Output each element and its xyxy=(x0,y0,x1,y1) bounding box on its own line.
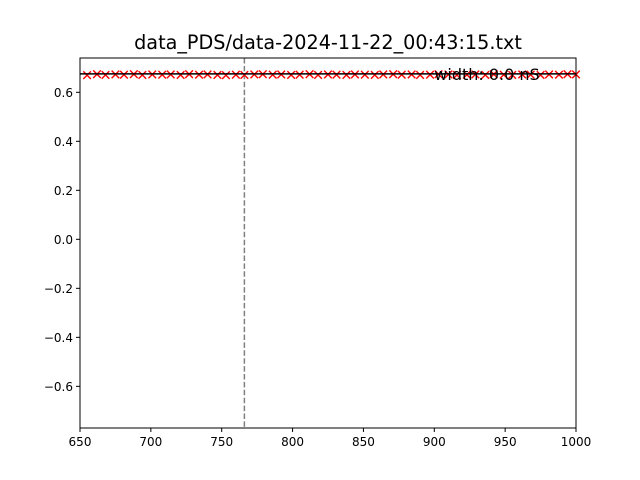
data-point xyxy=(286,70,296,80)
y-tick-label: 0.6 xyxy=(54,86,73,100)
data-series xyxy=(80,58,581,428)
data-point xyxy=(213,70,222,80)
data-point xyxy=(221,70,231,80)
data-point xyxy=(240,70,249,80)
x-tick-label: 1000 xyxy=(561,435,592,449)
data-point xyxy=(176,70,185,80)
y-tick-label: −0.6 xyxy=(44,380,73,394)
axes-frame xyxy=(79,57,577,429)
y-axis-ticks: 0.6 0.4 0.2 0.0 −0.2 −0.4 −0.6 xyxy=(44,86,80,394)
data-point xyxy=(313,70,323,80)
x-tick-label: 950 xyxy=(494,435,517,449)
x-axis-ticks: 650 700 750 800 850 900 950 1000 xyxy=(69,428,592,449)
x-tick-label: 650 xyxy=(69,435,92,449)
width-annotation: width: 0.0 nS xyxy=(434,65,539,84)
y-tick-label: 0.0 xyxy=(54,233,73,247)
x-tick-label: 750 xyxy=(210,435,233,449)
data-point xyxy=(481,70,490,80)
y-tick-label: 0.2 xyxy=(54,184,73,198)
y-tick-label: 0.4 xyxy=(54,135,73,149)
data-point xyxy=(507,70,517,80)
data-point xyxy=(370,70,380,80)
data-point xyxy=(82,70,92,80)
data-point xyxy=(138,70,147,80)
x-tick-label: 900 xyxy=(423,435,446,449)
data-point xyxy=(342,70,351,80)
x-tick-label: 700 xyxy=(139,435,162,449)
y-tick-label: −0.4 xyxy=(44,331,73,345)
data-point xyxy=(415,70,425,80)
y-tick-label: −0.2 xyxy=(44,282,73,296)
x-tick-label: 800 xyxy=(281,435,304,449)
x-tick-label: 850 xyxy=(352,435,375,449)
chart-title: data_PDS/data-2024-11-22_00:43:15.txt xyxy=(134,31,522,54)
data-point xyxy=(536,70,545,80)
data-point xyxy=(452,70,462,80)
data-point xyxy=(101,70,110,80)
